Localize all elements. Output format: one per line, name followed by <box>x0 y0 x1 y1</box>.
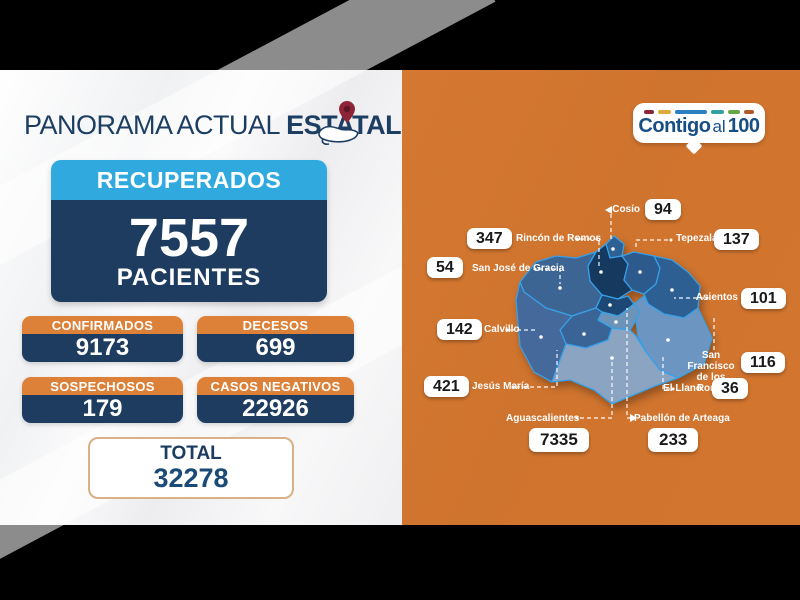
stat-value: 699 <box>197 334 354 362</box>
logo-text: Contigo al 100 <box>638 114 760 137</box>
municipality-label-tepezala: Tepezalá <box>676 233 718 244</box>
municipality-value-calvillo: 142 <box>437 319 482 340</box>
stat-label: SOSPECHOSOS <box>22 377 183 395</box>
municipality-value-pabellon-de-arteaga: 233 <box>648 428 699 452</box>
recovered-body: 7557 PACIENTES <box>51 200 327 302</box>
stat-value: 9173 <box>22 334 183 362</box>
total-value: 32278 <box>153 463 229 493</box>
stat-card-confirmados: CONFIRMADOS 9173 <box>22 316 183 362</box>
stat-label: CASOS NEGATIVOS <box>197 377 354 395</box>
total-card: TOTAL 32278 <box>88 437 294 499</box>
municipality-value-san-francisco-de-los-romo: 116 <box>741 352 785 373</box>
municipality-value-san-jose-de-gracia: 54 <box>427 257 463 278</box>
letterbox-top <box>0 0 800 70</box>
stat-label: DECESOS <box>197 316 354 334</box>
recovered-card: RECUPERADOS 7557 PACIENTES <box>51 160 327 302</box>
municipality-label-jesus-maria: Jesús María <box>472 381 530 392</box>
page-title: PANORAMA ACTUAL ESTATAL <box>24 110 402 141</box>
municipality-value-el-llano: 36 <box>712 378 748 399</box>
municipality-label-san-francisco-de-los-romo: San Francisco de los Romo <box>687 350 735 394</box>
stat-card-sospechosos: SOSPECHOSOS 179 <box>22 377 183 423</box>
stat-label: CONFIRMADOS <box>22 316 183 334</box>
logo-color-dashes <box>644 109 754 114</box>
municipality-label-aguascalientes: Aguascalientes <box>506 413 580 424</box>
recovered-value: 7557 <box>128 208 250 268</box>
municipality-label-rincon-de-romos: Rincón de Romos <box>516 233 602 244</box>
municipality-value-asientos: 101 <box>741 288 786 309</box>
stat-card-casos-negativos: CASOS NEGATIVOS 22926 <box>197 377 354 423</box>
municipality-value-aguascalientes: 7335 <box>529 428 589 452</box>
recovered-unit: PACIENTES <box>116 264 262 291</box>
municipality-value-cosio: 94 <box>645 199 681 220</box>
content-area: PANORAMA ACTUAL ESTATAL RECUPERADOS 7557 … <box>0 0 800 561</box>
municipality-value-tepezala: 137 <box>714 229 759 250</box>
hand-holding-mexico-pin-icon <box>318 101 359 145</box>
municipality-value-jesus-maria: 421 <box>424 376 469 397</box>
municipality-label-san-jose-de-gracia: San José de Gracia <box>472 263 565 274</box>
municipality-label-cosio: Cosío <box>612 204 640 215</box>
municipality-value-rincon-de-romos: 347 <box>467 228 512 249</box>
recovered-header: RECUPERADOS <box>51 160 327 200</box>
letterbox-bottom <box>0 525 800 600</box>
stat-value: 22926 <box>197 395 354 423</box>
title-regular: PANORAMA ACTUAL <box>24 110 281 140</box>
municipality-label-el-llano: El Llano <box>663 383 702 394</box>
stats-panel: PANORAMA ACTUAL ESTATAL RECUPERADOS 7557 … <box>0 0 616 561</box>
stat-card-decesos: DECESOS 699 <box>197 316 354 362</box>
stat-value: 179 <box>22 395 183 423</box>
total-label: TOTAL <box>160 443 222 464</box>
contigo-al-100-logo: Contigo al 100 <box>633 103 765 143</box>
municipality-label-calvillo: Calvillo <box>484 324 520 335</box>
municipality-label-asientos: Asientos <box>695 292 738 303</box>
municipality-label-pabellon-de-arteaga: Pabellón de Arteaga <box>634 413 730 424</box>
